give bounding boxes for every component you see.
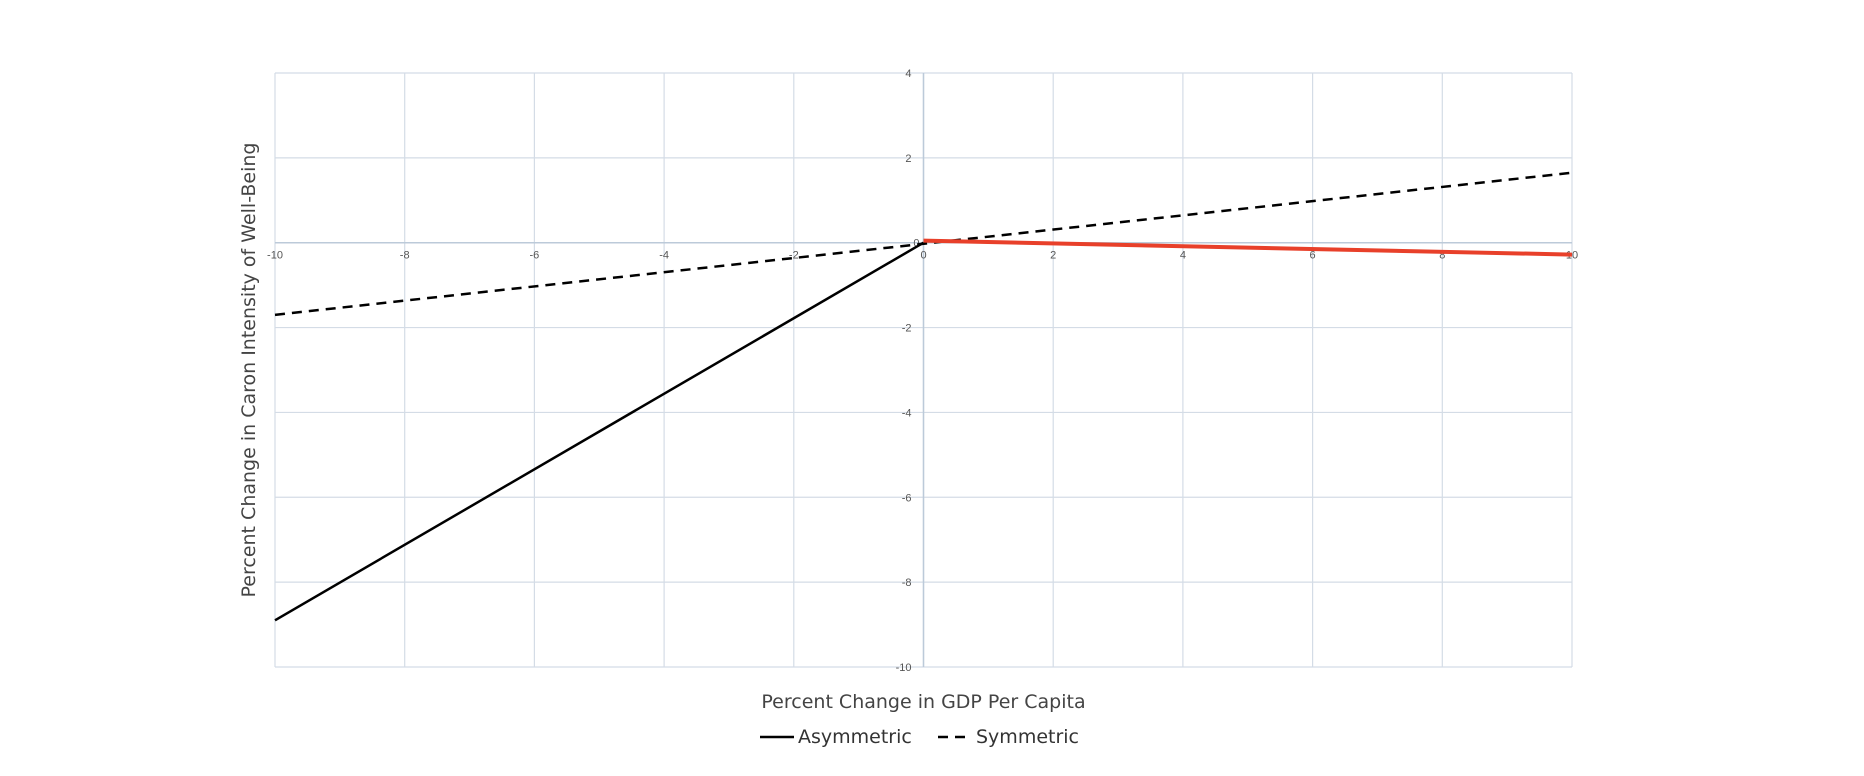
x-tick-label: -4 [659,250,669,262]
series-line-symmetric [274,171,1573,317]
legend-label-asymmetric: Asymmetric [798,726,912,748]
x-tick-label: -6 [530,250,540,262]
y-tick-label: -8 [902,577,912,589]
series-line-asymmetric [274,241,925,622]
y-tick-label: -4 [902,407,912,419]
x-tick-label: 0 [920,250,926,262]
y-tick-label: -2 [902,323,912,335]
x-tick-label: 4 [1180,250,1186,262]
y-tick-label: 0 [913,238,919,250]
axes [275,73,1572,667]
x-tick-label: 8 [1439,250,1445,262]
y-tick-label: -6 [902,492,912,504]
x-tick-label: -2 [789,250,799,262]
y-tick-label: -10 [896,662,912,674]
series-line-highlight [923,238,1573,257]
y-tick-labels: 4 2 0 -2 -4 -6 -8 -10 [896,68,920,674]
legend: Asymmetric Symmetric [760,726,1079,748]
x-axis-title: Percent Change in GDP Per Capita [761,691,1085,713]
y-tick-label: 2 [905,153,911,165]
x-tick-label: -8 [400,250,410,262]
x-tick-label: 6 [1310,250,1316,262]
series-lines [274,171,1573,622]
x-tick-label: -10 [267,250,283,262]
legend-label-symmetric: Symmetric [976,726,1079,748]
x-tick-label: 2 [1050,250,1056,262]
y-axis-title: Percent Change in Caron Intensity of Wel… [238,143,260,598]
y-tick-label: 4 [905,68,911,80]
